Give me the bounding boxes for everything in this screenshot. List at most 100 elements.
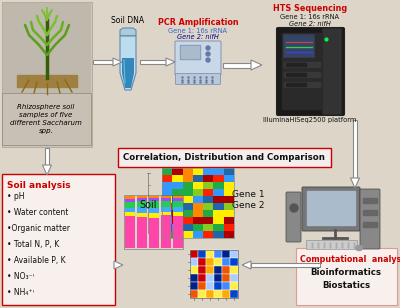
- Bar: [198, 266, 206, 274]
- Bar: [172, 231, 182, 238]
- Bar: [224, 189, 234, 196]
- Bar: [182, 217, 193, 224]
- Bar: [162, 175, 172, 182]
- Bar: [251, 263, 320, 267]
- Text: •Organic matter: •Organic matter: [7, 224, 70, 233]
- Bar: [172, 203, 182, 210]
- Bar: [223, 63, 251, 67]
- Bar: [161, 208, 171, 212]
- Bar: [172, 189, 182, 196]
- Bar: [214, 189, 224, 196]
- Bar: [162, 210, 172, 217]
- Bar: [214, 168, 224, 175]
- Bar: [173, 198, 183, 201]
- FancyBboxPatch shape: [284, 34, 314, 58]
- Text: • pH: • pH: [7, 192, 24, 201]
- Bar: [198, 290, 206, 298]
- Bar: [190, 266, 198, 274]
- Bar: [182, 168, 193, 175]
- FancyBboxPatch shape: [176, 74, 220, 84]
- Bar: [190, 290, 198, 298]
- Bar: [137, 217, 147, 248]
- Bar: [182, 182, 193, 189]
- Bar: [162, 217, 172, 224]
- Bar: [203, 182, 214, 189]
- Text: Gene 1
Gene 2: Gene 1 Gene 2: [232, 190, 264, 210]
- Bar: [193, 203, 203, 210]
- Text: • NO₃⁻ᵎ: • NO₃⁻ᵎ: [7, 272, 34, 281]
- Bar: [363, 222, 377, 227]
- Bar: [172, 182, 182, 189]
- Bar: [162, 182, 172, 189]
- Bar: [180, 45, 200, 59]
- Bar: [190, 282, 198, 290]
- Bar: [206, 258, 214, 266]
- Bar: [222, 290, 230, 298]
- Text: HTS Sequencing: HTS Sequencing: [273, 4, 347, 13]
- Bar: [224, 203, 234, 210]
- Text: • NH₄⁺ᵎ: • NH₄⁺ᵎ: [7, 288, 34, 297]
- FancyBboxPatch shape: [302, 187, 360, 231]
- Text: Gene 2: nifH: Gene 2: nifH: [289, 21, 331, 27]
- FancyBboxPatch shape: [175, 41, 221, 75]
- Bar: [182, 231, 193, 238]
- Bar: [162, 189, 172, 196]
- Bar: [172, 217, 182, 224]
- Bar: [149, 196, 159, 198]
- Bar: [203, 210, 214, 217]
- Bar: [172, 196, 182, 203]
- Bar: [181, 46, 199, 58]
- Bar: [214, 210, 224, 217]
- Bar: [198, 258, 206, 266]
- Polygon shape: [120, 28, 136, 36]
- Bar: [193, 224, 203, 231]
- Bar: [286, 63, 306, 66]
- Bar: [206, 266, 214, 274]
- Bar: [173, 216, 183, 248]
- Bar: [203, 168, 214, 175]
- FancyBboxPatch shape: [2, 173, 114, 305]
- Bar: [284, 72, 320, 77]
- Text: Bioinformatics: Bioinformatics: [310, 268, 382, 277]
- Bar: [17, 75, 77, 87]
- Bar: [125, 208, 135, 212]
- Text: Biostatics: Biostatics: [322, 281, 370, 290]
- Bar: [214, 203, 224, 210]
- Bar: [224, 224, 234, 231]
- Bar: [182, 196, 193, 203]
- Bar: [214, 274, 222, 282]
- Bar: [206, 282, 214, 290]
- Bar: [45, 148, 49, 165]
- Text: • Available P, K: • Available P, K: [7, 256, 66, 265]
- Bar: [162, 196, 172, 203]
- FancyBboxPatch shape: [306, 241, 358, 249]
- Bar: [282, 33, 322, 109]
- Bar: [206, 290, 214, 298]
- Bar: [125, 202, 135, 208]
- Text: Gene 2: nifH: Gene 2: nifH: [177, 34, 219, 40]
- Bar: [172, 210, 182, 217]
- Bar: [214, 258, 222, 266]
- Polygon shape: [114, 261, 123, 269]
- Bar: [230, 250, 238, 258]
- Text: Soil: Soil: [139, 200, 157, 210]
- Bar: [224, 217, 234, 224]
- Bar: [214, 266, 222, 274]
- Polygon shape: [166, 58, 175, 66]
- Bar: [353, 120, 357, 178]
- FancyBboxPatch shape: [118, 148, 330, 167]
- Bar: [198, 282, 206, 290]
- Bar: [193, 182, 203, 189]
- Bar: [161, 198, 171, 201]
- Bar: [125, 212, 135, 216]
- Bar: [224, 175, 234, 182]
- Bar: [162, 224, 172, 231]
- Bar: [137, 198, 147, 201]
- Bar: [137, 196, 147, 198]
- Bar: [149, 198, 159, 201]
- Circle shape: [206, 46, 210, 50]
- Bar: [363, 210, 377, 215]
- Bar: [161, 215, 171, 248]
- Bar: [203, 203, 214, 210]
- Text: IlluminaHiSeq2500 platform: IlluminaHiSeq2500 platform: [263, 117, 357, 123]
